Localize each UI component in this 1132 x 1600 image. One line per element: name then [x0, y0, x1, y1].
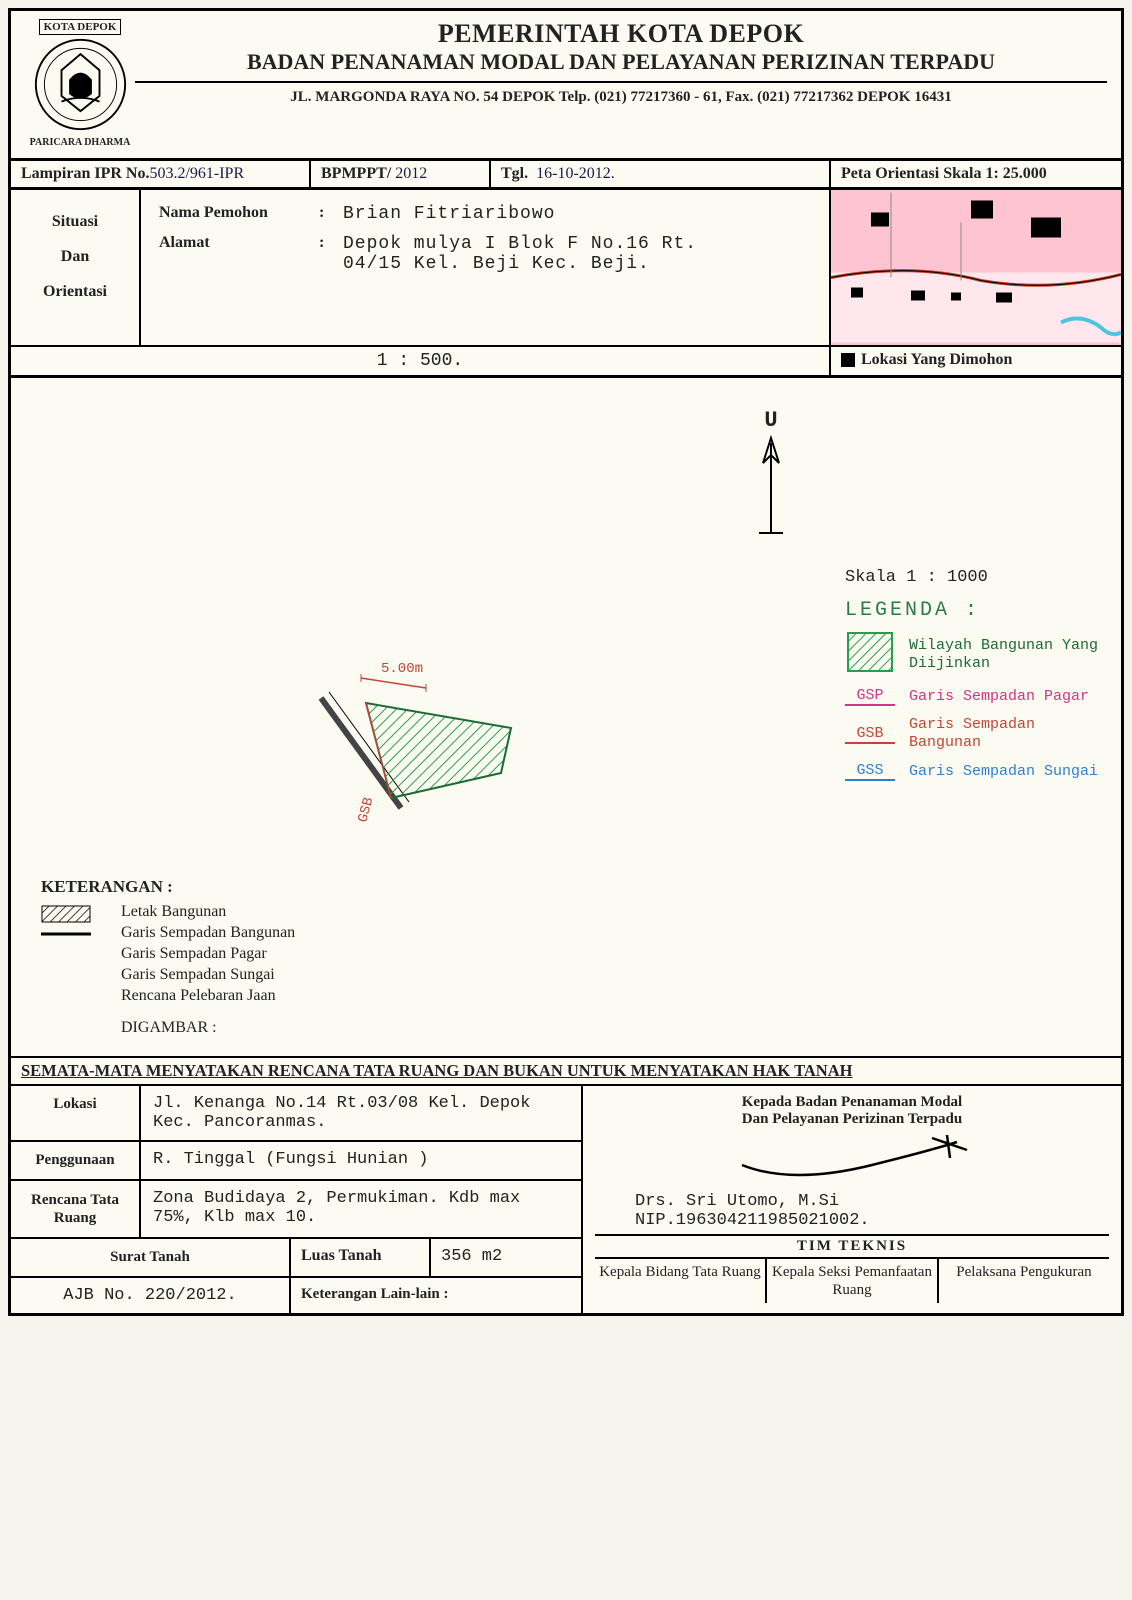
parcel-sketch: 5.00m GSB — [311, 658, 591, 843]
nama-value: Brian Fitriaribowo — [343, 204, 555, 224]
applicant-block: Nama Pemohon : Brian Fitriaribowo Alamat… — [141, 190, 831, 345]
legend-item-1: GSP Garis Sempadan Pagar — [845, 687, 1107, 706]
kepada-line1: Kepada Badan Penanaman Modal — [595, 1094, 1109, 1111]
mini-map-icon — [831, 190, 1121, 345]
bpm-value: 2012 — [395, 165, 427, 182]
gsp-code: GSP — [845, 687, 895, 706]
lampiran-value: 503.2/961-IPR — [149, 165, 244, 182]
lokasi-dimohon-label: Lokasi Yang Dimohon — [861, 351, 1012, 368]
lokasi-value: Jl. Kenanga No.14 Rt.03/08 Kel. Depok Ke… — [141, 1086, 581, 1140]
tim-columns: Kepala Bidang Tata Ruang Kepala Seksi Pe… — [595, 1259, 1109, 1303]
ket-item-4: Rencana Pelebaran Jaan — [41, 987, 541, 1005]
tim-col-2: Pelaksana Pengukuran — [939, 1259, 1109, 1303]
peta-label: Peta Orientasi Skala 1: 25.000 — [831, 161, 1121, 187]
gov-line2: BADAN PENANAMAN MODAL DAN PELAYANAN PERI… — [135, 49, 1107, 75]
compass: U — [751, 408, 791, 548]
digambar-label: DIGAMBAR : — [41, 1019, 541, 1037]
luas-value: 356 m2 — [431, 1239, 581, 1276]
penggunaan-value: R. Tinggal (Fungsi Hunian ) — [141, 1142, 581, 1179]
keterangan-block: KETERANGAN : Letak Bangunan Garis Sempad… — [41, 877, 541, 1040]
signature-icon — [732, 1130, 972, 1185]
situasi-title: Situasi Dan Orientasi — [11, 190, 141, 345]
kepada-line2: Dan Pelayanan Perizinan Terpadu — [595, 1111, 1109, 1128]
tim-teknis: TIM TEKNIS Kepala Bidang Tata Ruang Kepa… — [595, 1234, 1109, 1303]
ket-lain-label: Keterangan Lain-lain : — [291, 1278, 581, 1313]
scale-left: 1 : 500. — [11, 347, 831, 375]
compass-label: U — [751, 408, 791, 433]
orientation-map — [831, 190, 1121, 345]
legend-panel: Skala 1 : 1000 LEGENDA : Wilayah Banguna… — [831, 378, 1121, 1056]
nama-label: Nama Pemohon — [159, 204, 319, 224]
gsb-code: GSB — [845, 725, 895, 744]
rencana-value: Zona Budidaya 2, Permukiman. Kdb max 75%… — [141, 1181, 581, 1237]
tim-title: TIM TEKNIS — [595, 1234, 1109, 1259]
parcel-icon: 5.00m GSB — [311, 658, 591, 838]
letterhead: KOTA DEPOK PARICARA DHARMA PEMERINTAH KO… — [11, 11, 1121, 161]
ket-item-1: Garis Sempadan Bangunan — [41, 924, 541, 942]
luas-label: Luas Tanah — [291, 1239, 431, 1276]
situasi-t1: Situasi — [19, 204, 131, 239]
signer-name: Drs. Sri Utomo, M.Si — [595, 1192, 1109, 1211]
seal-motto: PARICARA DHARMA — [30, 137, 131, 148]
legenda-title: LEGENDA : — [845, 599, 1107, 622]
bottom-section: Lokasi Jl. Kenanga No.14 Rt.03/08 Kel. D… — [11, 1086, 1121, 1313]
legend-hatch-icon — [845, 632, 895, 677]
approval-block: Kepada Badan Penanaman Modal Dan Pelayan… — [581, 1086, 1121, 1313]
skala-label: Skala 1 : 1000 — [845, 568, 1107, 587]
gov-line1: PEMERINTAH KOTA DEPOK — [135, 19, 1107, 49]
disclaimer: SEMATA-MATA MENYATAKAN RENCANA TATA RUAN… — [11, 1058, 1121, 1086]
gsb-sketch-label: GSB — [355, 796, 377, 825]
scale-right: Lokasi Yang Dimohon — [831, 347, 1121, 375]
sketch-panel: U 5.00m — [11, 378, 831, 1056]
legend-item-2: GSB Garis Sempadan Bangunan — [845, 716, 1107, 752]
line-swatch-icon — [41, 926, 101, 944]
city-seal: KOTA DEPOK PARICARA DHARMA — [25, 19, 135, 148]
ket-item-0: Letak Bangunan — [41, 903, 541, 921]
black-square-icon — [841, 353, 855, 367]
tim-col-0: Kepala Bidang Tata Ruang — [595, 1259, 767, 1303]
bpm-label: BPMPPT/ — [321, 165, 391, 182]
north-arrow-icon — [751, 433, 791, 543]
seal-top-label: KOTA DEPOK — [39, 19, 122, 35]
gss-code: GSS — [845, 762, 895, 781]
surat-value: AJB No. 220/2012. — [11, 1278, 291, 1313]
main-drawing-area: U 5.00m — [11, 378, 1121, 1058]
situasi-t3: Orientasi — [19, 274, 131, 309]
alamat-value: Depok mulya I Blok F No.16 Rt. 04/15 Kel… — [343, 234, 763, 274]
property-details: Lokasi Jl. Kenanga No.14 Rt.03/08 Kel. D… — [11, 1086, 581, 1313]
signer-nip: NIP.196304211985021002. — [595, 1211, 1109, 1230]
legend-item-0: Wilayah Bangunan Yang Diijinkan — [845, 632, 1107, 677]
document-sheet: KOTA DEPOK PARICARA DHARMA PEMERINTAH KO… — [8, 8, 1124, 1316]
reference-row: Lampiran IPR No.503.2/961-IPR BPMPPT/ 20… — [11, 161, 1121, 190]
seal-icon — [33, 37, 128, 132]
alamat-label: Alamat — [159, 234, 319, 274]
tim-col-1: Kepala Seksi Pemanfaatan Ruang — [767, 1259, 939, 1303]
penggunaan-label: Penggunaan — [11, 1142, 141, 1179]
scale-row: 1 : 500. Lokasi Yang Dimohon — [11, 347, 1121, 378]
keterangan-title: KETERANGAN : — [41, 877, 541, 897]
dim-label: 5.00m — [381, 661, 423, 677]
ket-item-3: Garis Sempadan Sungai — [41, 966, 541, 984]
situasi-t2: Dan — [19, 239, 131, 274]
lampiran-label: Lampiran IPR No. — [21, 165, 149, 182]
surat-label: Surat Tanah — [11, 1239, 291, 1276]
rencana-label: Rencana Tata Ruang — [11, 1181, 141, 1237]
gov-address: JL. MARGONDA RAYA NO. 54 DEPOK Telp. (02… — [135, 81, 1107, 106]
ket-item-2: Garis Sempadan Pagar — [41, 945, 541, 963]
tgl-label: Tgl. — [501, 165, 528, 182]
tgl-value: 16-10-2012. — [536, 165, 615, 182]
header-text: PEMERINTAH KOTA DEPOK BADAN PENANAMAN MO… — [135, 19, 1107, 106]
legend-item-3: GSS Garis Sempadan Sungai — [845, 762, 1107, 781]
situasi-row: Situasi Dan Orientasi Nama Pemohon : Bri… — [11, 190, 1121, 347]
lokasi-label: Lokasi — [11, 1086, 141, 1140]
